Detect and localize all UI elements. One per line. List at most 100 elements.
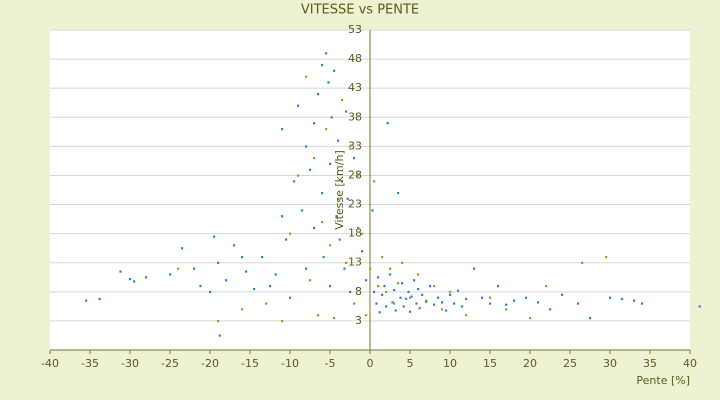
point: [465, 314, 468, 317]
x-tick-label: -10: [281, 357, 299, 370]
x-axis-title: Pente [%]: [636, 374, 690, 387]
point: [297, 174, 300, 177]
point: [145, 276, 148, 279]
x-tick-label: -5: [325, 357, 336, 370]
point: [361, 232, 364, 235]
y-tick-label: 43: [348, 81, 362, 94]
point: [217, 261, 220, 264]
point: [481, 296, 484, 299]
point: [329, 285, 332, 288]
point: [417, 287, 420, 291]
point: [386, 122, 389, 125]
point: [391, 301, 394, 304]
point: [98, 297, 101, 300]
point: [489, 302, 492, 305]
point: [177, 267, 180, 270]
point: [181, 247, 184, 250]
point: [513, 299, 516, 302]
point: [285, 238, 288, 241]
point: [418, 307, 421, 310]
point: [357, 226, 360, 230]
point: [209, 290, 212, 294]
point: [218, 334, 221, 337]
x-tick-label: 20: [523, 357, 537, 370]
point: [589, 317, 592, 320]
point: [381, 255, 384, 259]
x-tick-label: -40: [41, 357, 59, 370]
point: [217, 319, 220, 323]
point: [698, 305, 701, 308]
point: [281, 215, 284, 218]
point: [213, 235, 216, 238]
point: [325, 127, 328, 131]
point: [465, 297, 468, 300]
point: [383, 285, 386, 288]
point: [609, 296, 612, 299]
point: [346, 197, 349, 200]
point: [409, 310, 412, 313]
point: [401, 282, 404, 285]
point: [333, 69, 336, 72]
point: [343, 267, 346, 270]
point: [85, 299, 88, 302]
y-tick-label: 23: [348, 198, 362, 211]
y-tick-label: 13: [348, 256, 362, 269]
point: [405, 297, 408, 300]
point: [449, 290, 452, 294]
point: [265, 302, 268, 305]
x-tick-label: 15: [483, 357, 497, 370]
x-tick-label: 40: [683, 357, 697, 370]
point: [421, 293, 424, 296]
point: [401, 261, 404, 264]
point: [193, 267, 196, 270]
point: [329, 244, 332, 247]
point: [394, 309, 397, 312]
x-tick-label: -15: [241, 357, 259, 370]
point: [245, 270, 248, 273]
x-tick-label: 35: [643, 357, 657, 370]
point: [321, 63, 324, 67]
point: [241, 255, 244, 259]
point: [281, 319, 284, 323]
point: [389, 267, 392, 270]
point: [429, 285, 432, 288]
point: [338, 238, 341, 241]
point: [241, 308, 244, 311]
point: [133, 280, 136, 283]
y-tick-label: 38: [348, 110, 362, 123]
point: [389, 273, 392, 276]
point: [410, 295, 413, 298]
point: [445, 309, 448, 312]
point: [169, 273, 172, 276]
point: [413, 279, 416, 282]
point: [561, 293, 564, 296]
point: [621, 297, 624, 300]
point: [309, 279, 312, 282]
point: [233, 244, 236, 247]
point: [385, 290, 388, 294]
point: [305, 145, 308, 148]
x-tick-label: -35: [81, 357, 99, 370]
point: [321, 191, 324, 195]
x-tick-label: -25: [161, 357, 179, 370]
point: [371, 209, 374, 212]
point: [317, 93, 320, 96]
point: [369, 267, 372, 270]
y-axis-title: Vitesse [km/h]: [333, 150, 346, 230]
point: [313, 122, 316, 125]
point: [353, 302, 356, 305]
point: [353, 157, 356, 160]
x-tick-label: 30: [603, 357, 617, 370]
point: [457, 289, 460, 292]
point: [297, 104, 300, 107]
point: [497, 285, 500, 288]
point: [378, 311, 381, 314]
point: [577, 302, 580, 305]
point: [345, 261, 348, 264]
point: [393, 289, 396, 292]
point: [605, 255, 608, 259]
point: [341, 98, 344, 102]
point: [449, 293, 452, 296]
point: [537, 301, 540, 304]
x-tick-label: 25: [563, 357, 577, 370]
